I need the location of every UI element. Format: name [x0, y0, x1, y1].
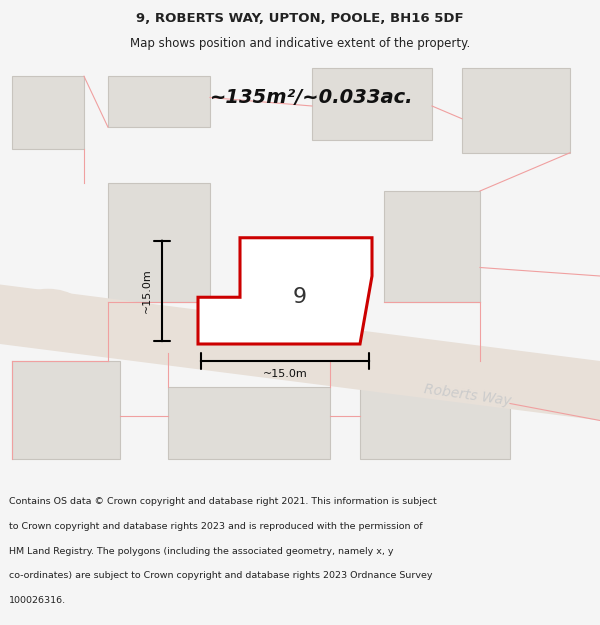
Circle shape — [6, 289, 90, 348]
Polygon shape — [0, 284, 600, 421]
Text: 9: 9 — [293, 288, 307, 308]
Polygon shape — [108, 182, 210, 301]
Text: Roberts Way: Roberts Way — [424, 382, 512, 408]
Text: Map shows position and indicative extent of the property.: Map shows position and indicative extent… — [130, 38, 470, 51]
Polygon shape — [198, 238, 372, 344]
Polygon shape — [12, 361, 120, 459]
Polygon shape — [462, 68, 570, 152]
Polygon shape — [108, 76, 210, 128]
Text: Contains OS data © Crown copyright and database right 2021. This information is : Contains OS data © Crown copyright and d… — [9, 498, 437, 506]
Polygon shape — [384, 191, 480, 301]
Text: co-ordinates) are subject to Crown copyright and database rights 2023 Ordnance S: co-ordinates) are subject to Crown copyr… — [9, 571, 433, 581]
Polygon shape — [12, 76, 84, 149]
Text: ~15.0m: ~15.0m — [263, 369, 307, 379]
Text: 100026316.: 100026316. — [9, 596, 66, 605]
Polygon shape — [168, 386, 330, 459]
Text: Roberts Way: Roberts Way — [205, 317, 275, 337]
Text: ~15.0m: ~15.0m — [142, 269, 152, 313]
Text: ~135m²/~0.033ac.: ~135m²/~0.033ac. — [210, 88, 414, 107]
Polygon shape — [312, 68, 432, 140]
Polygon shape — [360, 386, 510, 459]
Text: HM Land Registry. The polygons (including the associated geometry, namely x, y: HM Land Registry. The polygons (includin… — [9, 547, 394, 556]
Text: 9, ROBERTS WAY, UPTON, POOLE, BH16 5DF: 9, ROBERTS WAY, UPTON, POOLE, BH16 5DF — [136, 12, 464, 25]
Text: to Crown copyright and database rights 2023 and is reproduced with the permissio: to Crown copyright and database rights 2… — [9, 522, 422, 531]
